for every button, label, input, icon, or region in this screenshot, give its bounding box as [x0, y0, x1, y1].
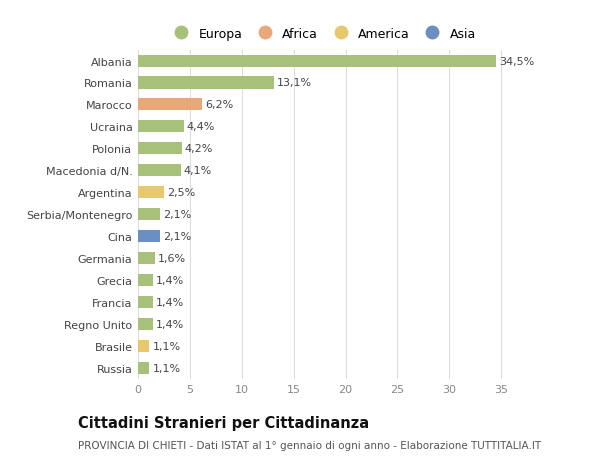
Bar	[138, 165, 181, 177]
Text: PROVINCIA DI CHIETI - Dati ISTAT al 1° gennaio di ogni anno - Elaborazione TUTTI: PROVINCIA DI CHIETI - Dati ISTAT al 1° g…	[78, 440, 541, 450]
Text: 1,4%: 1,4%	[155, 319, 184, 329]
Text: 1,4%: 1,4%	[155, 275, 184, 285]
Bar	[138, 230, 160, 242]
Bar	[138, 252, 155, 264]
Bar	[138, 121, 184, 133]
Text: 6,2%: 6,2%	[205, 100, 234, 110]
Text: 1,6%: 1,6%	[158, 253, 186, 263]
Text: 2,5%: 2,5%	[167, 188, 196, 198]
Text: 2,1%: 2,1%	[163, 210, 191, 219]
Text: 13,1%: 13,1%	[277, 78, 312, 88]
Text: 4,4%: 4,4%	[187, 122, 215, 132]
Text: Cittadini Stranieri per Cittadinanza: Cittadini Stranieri per Cittadinanza	[78, 415, 369, 431]
Bar	[138, 296, 152, 308]
Text: 34,5%: 34,5%	[499, 56, 535, 67]
Bar	[138, 274, 152, 286]
Bar	[138, 77, 274, 90]
Text: 1,1%: 1,1%	[152, 341, 181, 351]
Bar	[138, 340, 149, 352]
Bar	[138, 187, 164, 199]
Bar	[138, 99, 202, 111]
Text: 2,1%: 2,1%	[163, 231, 191, 241]
Bar	[138, 56, 496, 67]
Bar	[138, 362, 149, 374]
Bar	[138, 143, 182, 155]
Bar	[138, 208, 160, 221]
Text: 4,1%: 4,1%	[184, 166, 212, 176]
Text: 1,1%: 1,1%	[152, 363, 181, 373]
Text: 1,4%: 1,4%	[155, 297, 184, 307]
Legend: Europa, Africa, America, Asia: Europa, Africa, America, Asia	[164, 24, 480, 45]
Text: 4,2%: 4,2%	[185, 144, 213, 154]
Bar	[138, 318, 152, 330]
